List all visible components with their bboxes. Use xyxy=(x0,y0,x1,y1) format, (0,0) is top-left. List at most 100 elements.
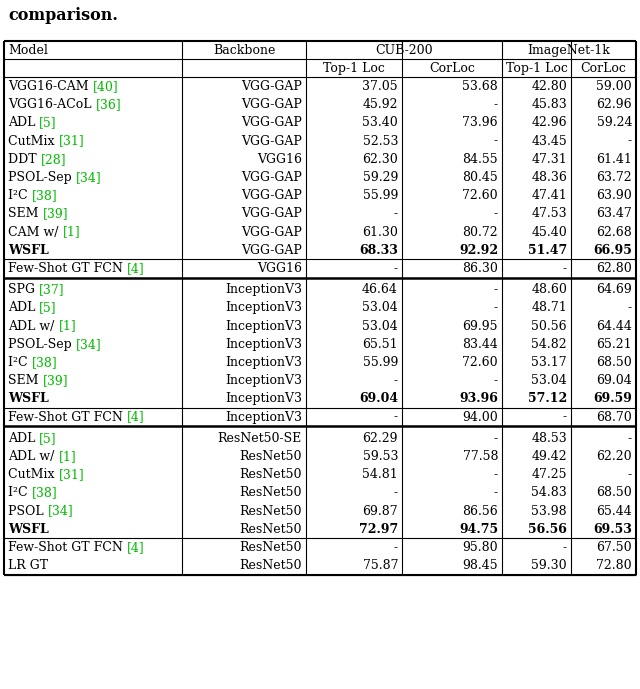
Text: ADL: ADL xyxy=(8,116,40,130)
Text: 68.50: 68.50 xyxy=(596,486,632,500)
Text: CorLoc: CorLoc xyxy=(580,62,627,75)
Text: Few-Shot GT FCN: Few-Shot GT FCN xyxy=(8,541,127,554)
Text: 65.44: 65.44 xyxy=(596,504,632,517)
Text: ResNet50: ResNet50 xyxy=(239,450,302,463)
Text: 54.83: 54.83 xyxy=(531,486,567,500)
Text: 67.50: 67.50 xyxy=(596,541,632,554)
Text: 65.51: 65.51 xyxy=(362,338,398,351)
Text: 53.17: 53.17 xyxy=(531,356,567,369)
Text: 37.05: 37.05 xyxy=(362,80,398,93)
Text: -: - xyxy=(563,541,567,554)
Text: [28]: [28] xyxy=(40,153,67,166)
Text: WSFL: WSFL xyxy=(8,523,49,536)
Text: 52.53: 52.53 xyxy=(362,134,398,147)
Text: InceptionV3: InceptionV3 xyxy=(225,393,302,405)
Text: ResNet50-SE: ResNet50-SE xyxy=(218,432,302,445)
Text: Top-1 Loc: Top-1 Loc xyxy=(323,62,385,75)
Text: 45.83: 45.83 xyxy=(531,99,567,111)
Text: VGG16: VGG16 xyxy=(257,153,302,166)
Text: 93.96: 93.96 xyxy=(459,393,498,405)
Text: -: - xyxy=(563,411,567,424)
Text: ADL w/: ADL w/ xyxy=(8,320,58,333)
Text: WSFL: WSFL xyxy=(8,244,49,257)
Text: [38]: [38] xyxy=(31,189,58,202)
Text: CutMix: CutMix xyxy=(8,469,58,481)
Text: [4]: [4] xyxy=(127,262,145,275)
Text: 62.96: 62.96 xyxy=(596,99,632,111)
Text: LR GT: LR GT xyxy=(8,559,48,572)
Text: 63.72: 63.72 xyxy=(596,171,632,184)
Text: 62.68: 62.68 xyxy=(596,225,632,238)
Text: PSOL-Sep: PSOL-Sep xyxy=(8,338,76,351)
Text: 61.41: 61.41 xyxy=(596,153,632,166)
Text: 75.87: 75.87 xyxy=(362,559,398,572)
Text: [1]: [1] xyxy=(58,320,76,333)
Text: 47.53: 47.53 xyxy=(531,207,567,220)
Text: ResNet50: ResNet50 xyxy=(239,469,302,481)
Text: WSFL: WSFL xyxy=(8,393,49,405)
Text: 86.56: 86.56 xyxy=(462,504,498,517)
Text: 59.53: 59.53 xyxy=(362,450,398,463)
Text: ResNet50: ResNet50 xyxy=(239,559,302,572)
Text: VGG-GAP: VGG-GAP xyxy=(241,116,302,130)
Text: 86.30: 86.30 xyxy=(462,262,498,275)
Text: [37]: [37] xyxy=(39,283,65,296)
Text: [34]: [34] xyxy=(76,171,102,184)
Text: ImageNet-1k: ImageNet-1k xyxy=(527,43,611,56)
Text: SEM: SEM xyxy=(8,374,42,387)
Text: -: - xyxy=(394,262,398,275)
Text: InceptionV3: InceptionV3 xyxy=(225,356,302,369)
Text: InceptionV3: InceptionV3 xyxy=(225,320,302,333)
Text: [4]: [4] xyxy=(127,541,145,554)
Text: 42.80: 42.80 xyxy=(531,80,567,93)
Text: [38]: [38] xyxy=(31,486,58,500)
Text: 59.00: 59.00 xyxy=(596,80,632,93)
Text: 69.95: 69.95 xyxy=(463,320,498,333)
Text: 50.56: 50.56 xyxy=(531,320,567,333)
Text: Backbone: Backbone xyxy=(213,43,275,56)
Text: 63.47: 63.47 xyxy=(596,207,632,220)
Text: CutMix: CutMix xyxy=(8,134,58,147)
Text: 95.80: 95.80 xyxy=(462,541,498,554)
Text: -: - xyxy=(394,207,398,220)
Text: [4]: [4] xyxy=(127,411,145,424)
Text: PSOL-Sep: PSOL-Sep xyxy=(8,171,76,184)
Text: -: - xyxy=(394,486,398,500)
Text: 47.31: 47.31 xyxy=(531,153,567,166)
Text: 45.40: 45.40 xyxy=(531,225,567,238)
Text: 64.44: 64.44 xyxy=(596,320,632,333)
Text: VGG16: VGG16 xyxy=(257,262,302,275)
Text: VGG-GAP: VGG-GAP xyxy=(241,244,302,257)
Text: -: - xyxy=(628,134,632,147)
Text: [5]: [5] xyxy=(40,432,57,445)
Text: 68.70: 68.70 xyxy=(596,411,632,424)
Text: PSOL: PSOL xyxy=(8,504,47,517)
Text: 43.45: 43.45 xyxy=(531,134,567,147)
Text: InceptionV3: InceptionV3 xyxy=(225,374,302,387)
Text: 68.50: 68.50 xyxy=(596,356,632,369)
Text: DDT: DDT xyxy=(8,153,40,166)
Text: -: - xyxy=(494,99,498,111)
Text: [31]: [31] xyxy=(58,134,84,147)
Text: 62.30: 62.30 xyxy=(362,153,398,166)
Text: -: - xyxy=(628,432,632,445)
Text: I²C: I²C xyxy=(8,486,31,500)
Text: VGG-GAP: VGG-GAP xyxy=(241,225,302,238)
Text: -: - xyxy=(394,541,398,554)
Text: -: - xyxy=(494,374,498,387)
Text: -: - xyxy=(494,486,498,500)
Text: Top-1 Loc: Top-1 Loc xyxy=(506,62,568,75)
Text: [36]: [36] xyxy=(95,99,121,111)
Text: 46.64: 46.64 xyxy=(362,283,398,296)
Text: 53.40: 53.40 xyxy=(362,116,398,130)
Text: 65.21: 65.21 xyxy=(596,338,632,351)
Text: VGG-GAP: VGG-GAP xyxy=(241,171,302,184)
Text: VGG16-CAM: VGG16-CAM xyxy=(8,80,93,93)
Text: VGG-GAP: VGG-GAP xyxy=(241,99,302,111)
Text: CUB-200: CUB-200 xyxy=(375,43,433,56)
Text: CorLoc: CorLoc xyxy=(429,62,475,75)
Text: 53.04: 53.04 xyxy=(531,374,567,387)
Text: 62.80: 62.80 xyxy=(596,262,632,275)
Text: 59.29: 59.29 xyxy=(363,171,398,184)
Text: -: - xyxy=(494,432,498,445)
